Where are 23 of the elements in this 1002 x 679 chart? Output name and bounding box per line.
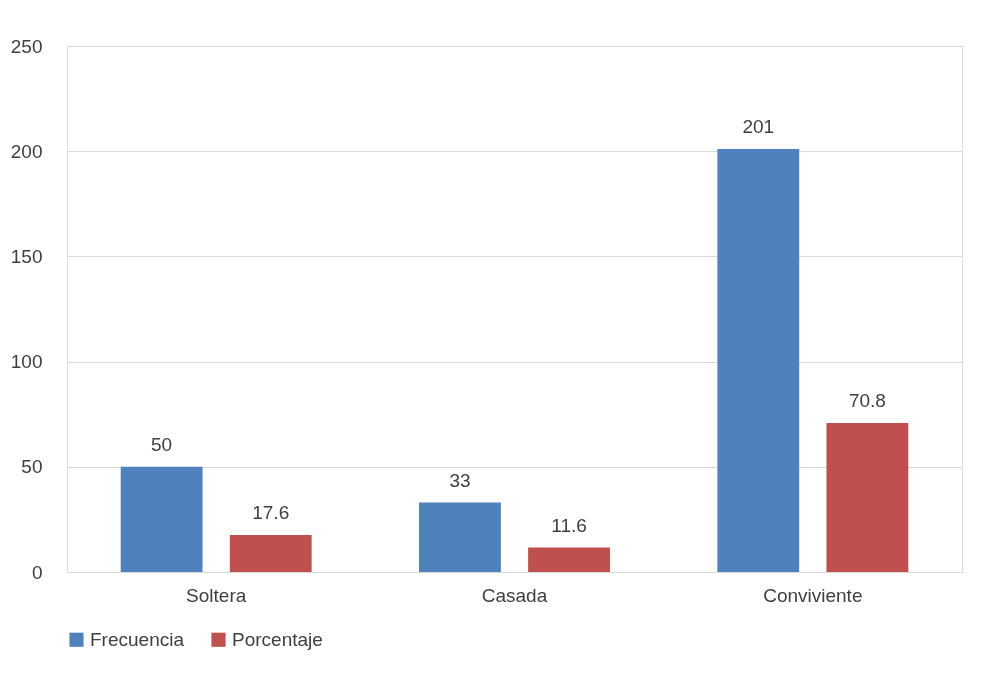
data-label: 201 — [742, 116, 775, 138]
data-label: 17.6 — [252, 501, 290, 523]
x-tick-label: Conviviente — [763, 584, 863, 606]
y-tick-label: 50 — [21, 456, 43, 478]
bar — [826, 423, 909, 572]
legend-label: Porcentaje — [232, 628, 323, 650]
y-tick-label: 250 — [10, 35, 43, 57]
bar — [717, 149, 800, 572]
data-label: 33 — [449, 469, 471, 491]
y-tick-label: 150 — [10, 245, 43, 267]
data-label: 70.8 — [848, 390, 886, 412]
x-tick-label: Soltera — [186, 584, 247, 606]
bar — [419, 502, 501, 572]
bar — [229, 534, 312, 572]
y-tick-label: 0 — [31, 561, 43, 583]
y-tick-label: 100 — [10, 351, 43, 373]
x-tick-label: Casada — [481, 584, 548, 606]
legend-label: Frecuencia — [90, 628, 185, 650]
bar — [528, 547, 610, 572]
y-tick-label: 200 — [10, 140, 43, 162]
data-label: 50 — [151, 433, 173, 455]
data-label: 11.6 — [551, 514, 587, 536]
bar — [120, 466, 203, 572]
